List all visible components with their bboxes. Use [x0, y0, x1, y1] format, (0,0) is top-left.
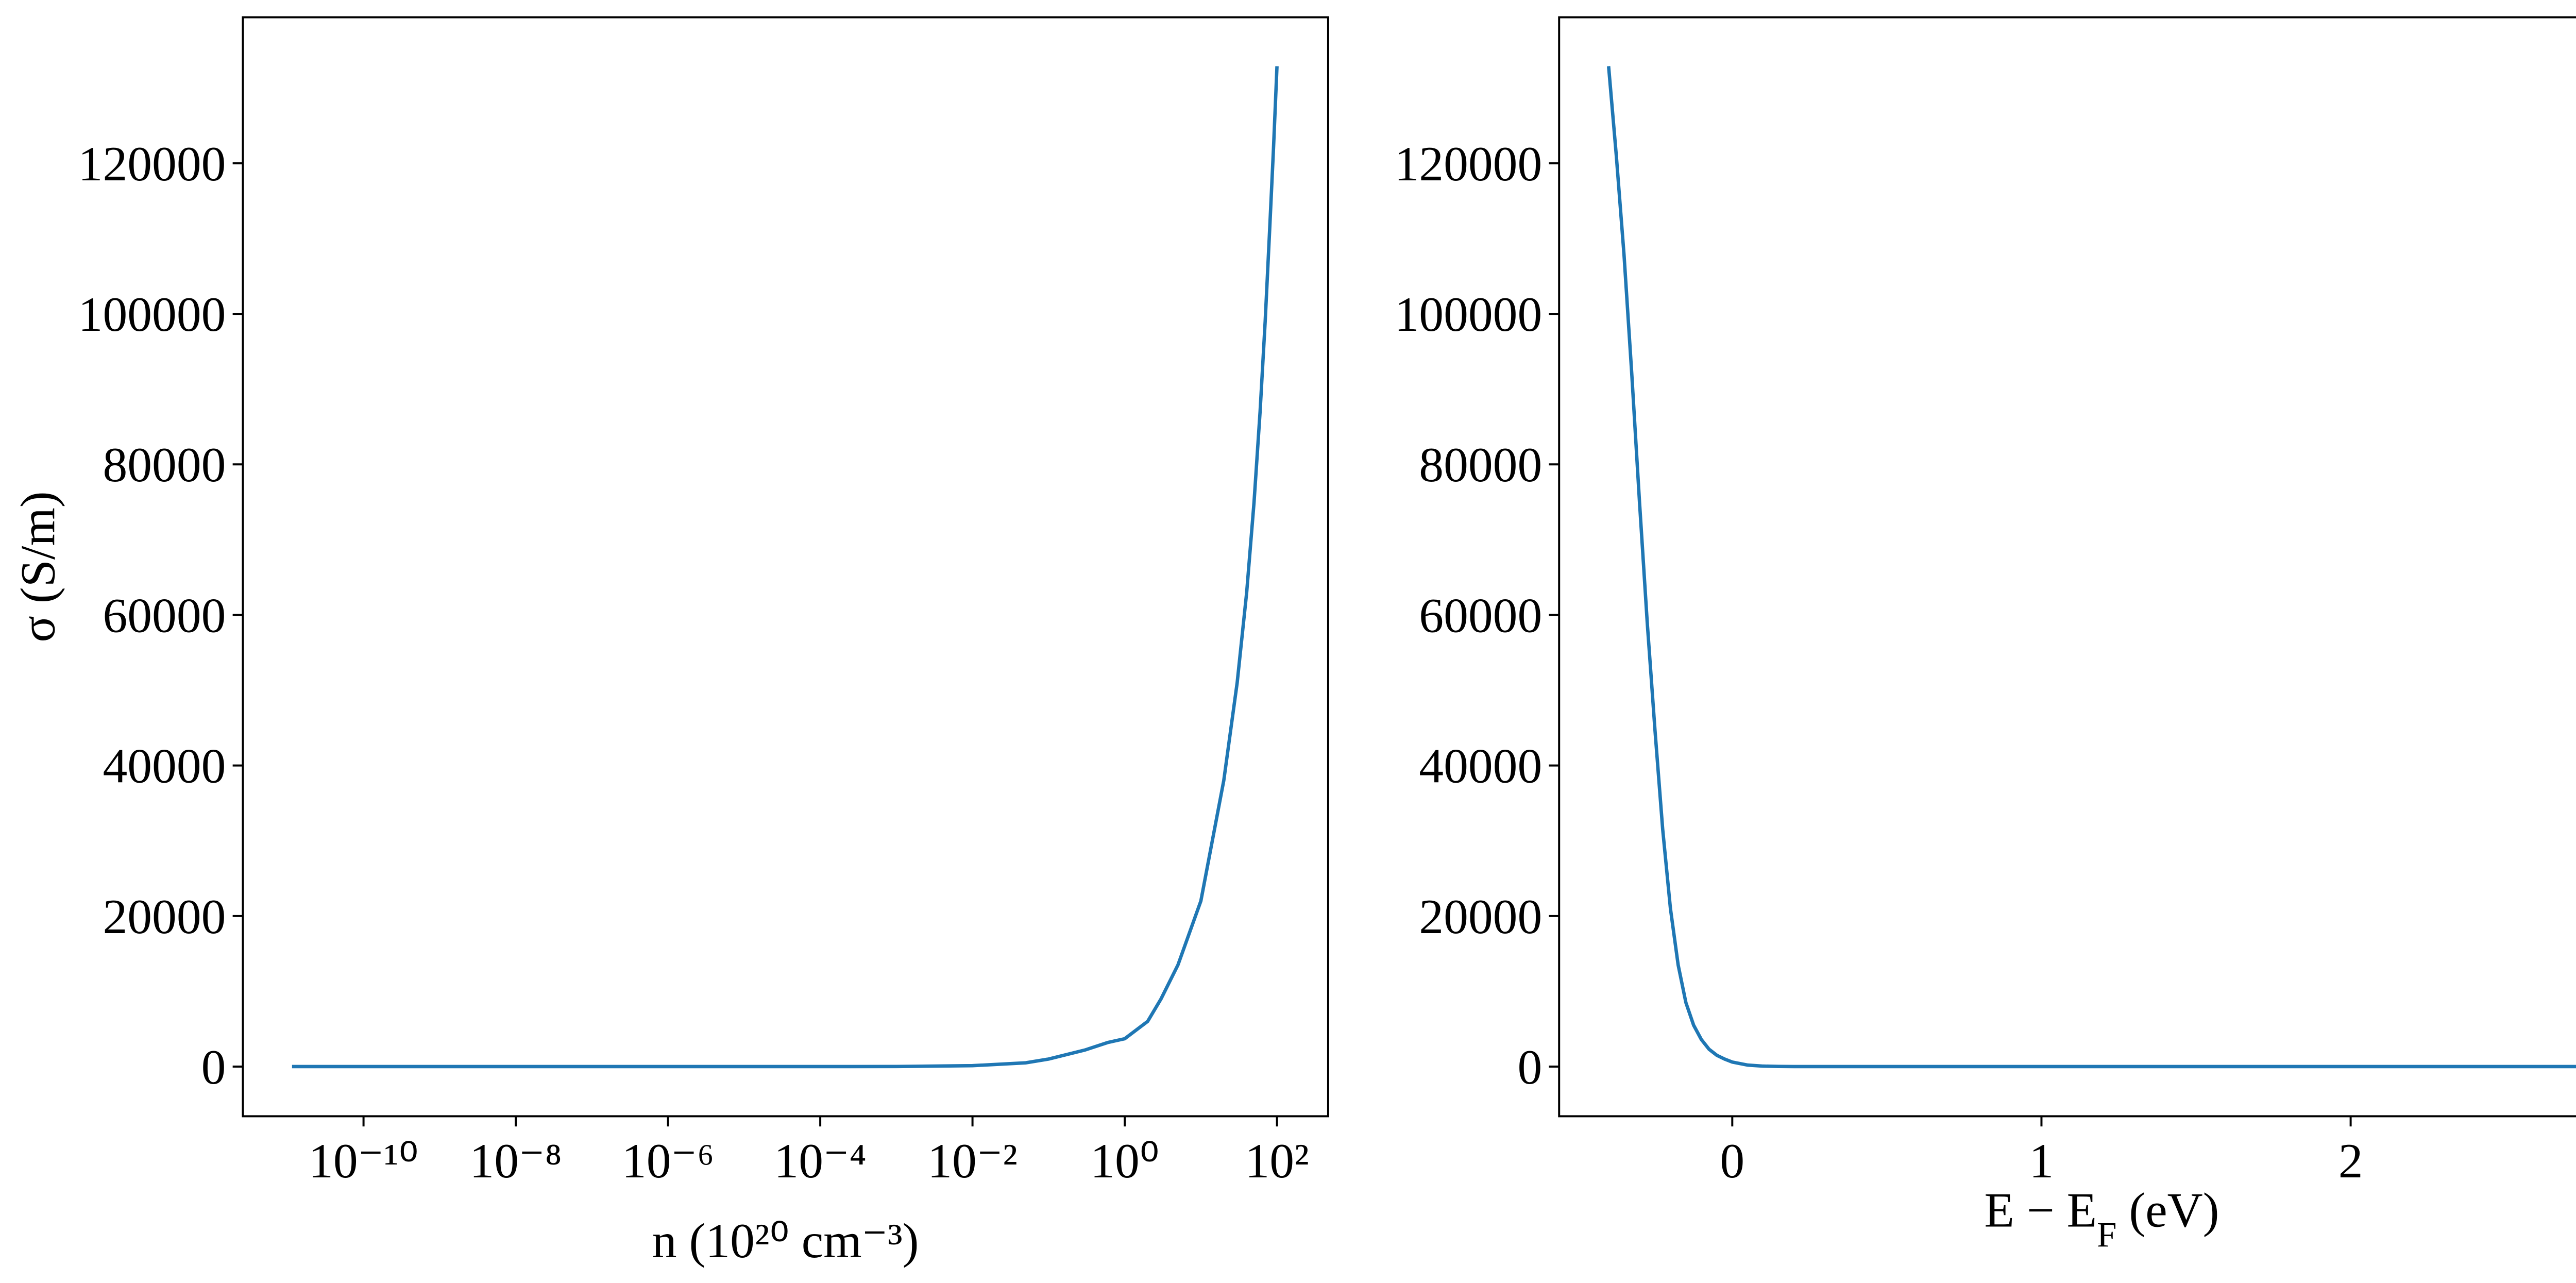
y-tick-label: 60000 — [103, 588, 226, 643]
x-tick-label: 10⁻⁸ — [469, 1134, 562, 1188]
y-tick-label: 80000 — [1419, 437, 1542, 492]
data-line — [292, 66, 1279, 1069]
x-tick-label: 10⁻¹⁰ — [309, 1134, 418, 1188]
x-tick-label: 10⁻⁶ — [622, 1134, 714, 1188]
data-line — [1606, 66, 2576, 1069]
x-tick-label: 0 — [1720, 1134, 1744, 1188]
y-tick-label: 120000 — [78, 137, 226, 191]
y-tick-label: 60000 — [1419, 588, 1542, 643]
y-tick-label: 0 — [1517, 1040, 1542, 1094]
y-tick-label: 100000 — [78, 287, 226, 342]
x-tick-label: 10² — [1245, 1134, 1309, 1188]
x-tick-label: 10⁰ — [1090, 1134, 1159, 1188]
x-axis-label: E − EF (eV) — [1984, 1183, 2219, 1255]
x-tick-label: 2 — [2338, 1134, 2363, 1188]
x-axis-label-part: (eV) — [2116, 1183, 2219, 1238]
x-axis-label-part: F — [2097, 1214, 2117, 1254]
y-tick-label: 20000 — [1419, 889, 1542, 944]
y-tick-label: 40000 — [103, 739, 226, 794]
y-tick-label: 20000 — [103, 889, 226, 944]
x-tick-label: 10⁻² — [927, 1134, 1018, 1188]
y-axis-label: σ (S/m) — [10, 491, 65, 642]
y-tick-label: 120000 — [1394, 137, 1542, 191]
y-tick-label: 80000 — [103, 437, 226, 492]
y-tick-label: 100000 — [1394, 287, 1542, 342]
x-tick-label: 10⁻⁴ — [774, 1134, 866, 1188]
plot-frame — [242, 16, 1329, 1118]
x-axis-label: n (10²⁰ cm⁻³) — [652, 1213, 919, 1268]
x-axis-label-part: E − E — [1984, 1183, 2097, 1238]
y-tick-label: 40000 — [1419, 739, 1542, 794]
plot-frame — [1558, 16, 2576, 1118]
y-tick-label: 0 — [201, 1040, 226, 1094]
x-tick-label: 1 — [2029, 1134, 2054, 1188]
